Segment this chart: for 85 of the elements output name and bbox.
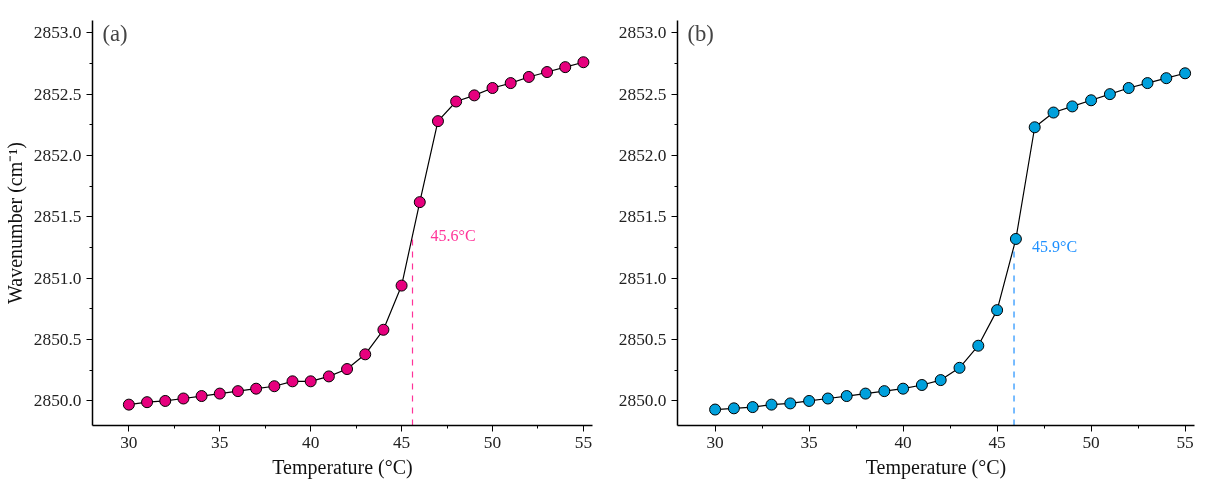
y-tick-label: 2852.5 <box>33 84 82 104</box>
point <box>1028 121 1041 134</box>
point <box>953 361 966 374</box>
point <box>359 348 372 361</box>
point <box>1009 232 1022 245</box>
x-tick-label: 40 <box>302 432 320 452</box>
point <box>897 382 910 395</box>
point <box>991 304 1004 317</box>
point <box>1122 82 1135 94</box>
point <box>541 66 554 79</box>
y-tick-label: 2852.0 <box>618 146 667 165</box>
y-tick-label: 2851.5 <box>33 207 82 227</box>
point <box>231 385 244 398</box>
y-tick-label: 2853.0 <box>33 23 82 43</box>
point <box>159 394 172 407</box>
point <box>1085 94 1098 107</box>
x-axis-title: Temperature (°C) <box>865 455 1007 479</box>
point <box>304 375 317 388</box>
point <box>341 363 354 376</box>
x-tick-label: 50 <box>1082 432 1100 452</box>
point <box>859 387 872 400</box>
point <box>122 398 135 411</box>
x-tick-label: 35 <box>800 432 818 452</box>
x-tick-label: 35 <box>211 432 229 452</box>
point <box>286 375 299 388</box>
point <box>177 392 190 405</box>
y-tick-label: 2850.0 <box>618 391 667 411</box>
y-tick-label: 2852.5 <box>618 84 667 104</box>
y-tick-label: 2852.0 <box>33 146 82 165</box>
x-tick-label: 55 <box>1176 432 1194 452</box>
x-tick-label: 30 <box>706 432 724 452</box>
y-tick-label: 2851.0 <box>33 268 82 288</box>
point <box>821 392 834 405</box>
point <box>1179 67 1192 80</box>
point <box>268 380 281 393</box>
point <box>803 394 816 407</box>
chart-title: (b) <box>687 20 714 46</box>
point <box>746 401 759 414</box>
point <box>1066 100 1079 113</box>
point <box>1047 106 1060 119</box>
point <box>784 397 797 410</box>
point <box>915 379 928 391</box>
point <box>1160 72 1173 85</box>
point <box>431 115 444 128</box>
point <box>840 390 853 403</box>
x-tick-label: 45 <box>988 432 1006 452</box>
y-tick-label: 2851.0 <box>618 268 667 288</box>
point <box>522 70 535 83</box>
point <box>468 89 481 102</box>
chart-title: (a) <box>102 20 128 46</box>
point <box>709 403 722 416</box>
point <box>141 396 154 409</box>
point <box>504 77 517 90</box>
point <box>195 390 208 403</box>
point <box>1141 77 1154 90</box>
x-tick-label: 45 <box>392 432 411 452</box>
y-axis-title: Wavenumber (cm⁻¹) <box>3 142 27 304</box>
x-tick-label: 30 <box>120 432 138 452</box>
point <box>934 374 947 387</box>
point <box>878 385 891 398</box>
y-tick-label: 2851.5 <box>618 207 667 227</box>
x-tick-label: 40 <box>894 432 912 452</box>
point <box>395 279 408 292</box>
point <box>765 398 778 411</box>
point <box>577 56 590 69</box>
x-tick-label: 55 <box>574 432 593 452</box>
y-tick-label: 2850.5 <box>618 330 667 350</box>
point <box>377 323 390 336</box>
y-tick-label: 2853.0 <box>618 23 667 43</box>
y-tick-label: 2850.5 <box>33 330 82 350</box>
y-tick-label: 2850.0 <box>33 391 82 411</box>
point <box>559 61 572 74</box>
point <box>250 382 263 395</box>
point <box>727 402 740 415</box>
point <box>1103 88 1116 101</box>
point <box>450 95 463 108</box>
x-tick-label: 50 <box>483 432 502 452</box>
x-axis-title: Temperature (°C) <box>272 455 413 479</box>
point <box>486 82 499 94</box>
point <box>213 387 226 400</box>
ref-line-label: 45.9°C <box>1032 237 1078 255</box>
point <box>972 339 985 352</box>
point <box>413 196 426 209</box>
point <box>322 370 335 383</box>
ref-line-label: 45.6°C <box>430 227 476 245</box>
